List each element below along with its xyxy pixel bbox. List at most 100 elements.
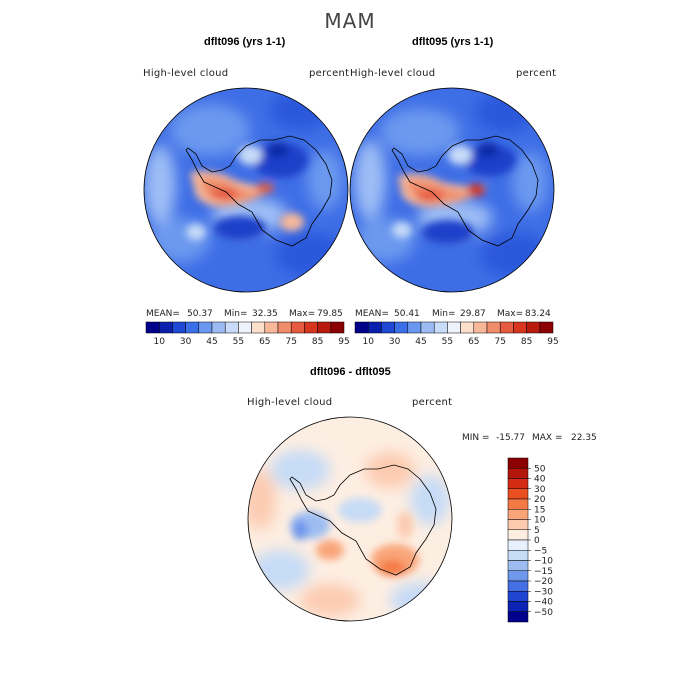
panel3-colorbar-tick: −15 — [534, 567, 553, 577]
panel1-min-label: Min= — [224, 309, 248, 319]
panel1-colorbar-swatch — [304, 321, 318, 334]
panel2-coastline — [391, 135, 539, 247]
panel2-colorbar-swatch — [381, 321, 395, 334]
panel3-max-value: 22.35 — [571, 433, 597, 443]
panel1-colorbar-swatch — [172, 321, 186, 334]
panel3-colorbar-tick: 15 — [534, 505, 545, 515]
panel1-colorbar-swatch — [211, 321, 226, 334]
panel3-colorbar-swatch — [507, 498, 529, 510]
panel3-coastline — [289, 464, 437, 576]
panel2-colorbar-swatch — [447, 321, 461, 334]
panel3-colorbar-swatch — [507, 529, 529, 541]
panel3-variable: High-level cloud — [247, 397, 333, 408]
panel2-colorbar-swatch — [394, 321, 409, 334]
panel3-colorbar-tick: −30 — [534, 587, 553, 597]
panel3-colorbar-swatch — [507, 509, 529, 520]
panel3-colorbar-swatch — [507, 611, 529, 623]
panel2-colorbar-swatch — [539, 321, 554, 334]
panel2-colorbar-tick: 55 — [442, 337, 453, 347]
panel1-mean-value: 50.37 — [187, 309, 213, 319]
panel2-colorbar-tick: 85 — [521, 337, 532, 347]
panel3-colorbar-swatch — [507, 457, 529, 469]
panel1-colorbar-swatch — [251, 321, 266, 334]
panel1-colorbar-swatch — [238, 321, 252, 334]
panel3-colorbar-swatch — [507, 550, 529, 561]
panel2-colorbar-tick: 45 — [415, 337, 426, 347]
panel3-colorbar-swatch — [507, 488, 529, 500]
panel1-colorbar-swatch — [277, 321, 292, 334]
panel2-colorbar-swatch — [433, 321, 448, 334]
panel1-colorbar-swatch — [198, 321, 213, 334]
panel3-title: dflt096 - dflt095 — [310, 366, 391, 378]
panel2-mean-value: 50.41 — [394, 309, 420, 319]
panel3-colorbar-swatch — [507, 601, 529, 612]
panel1-colorbar-swatch — [317, 321, 332, 334]
panel2-title: dflt095 (yrs 1-1) — [412, 36, 494, 48]
panel1-colorbar-tick: 30 — [180, 337, 192, 347]
panel3-max-label: MAX = — [532, 433, 563, 443]
panel2-map — [350, 88, 554, 292]
panel2-max-label: Max= — [497, 309, 524, 319]
panel3-colorbar-tick: −40 — [534, 598, 553, 608]
panel1-title: dflt096 (yrs 1-1) — [204, 36, 286, 48]
panel1-variable: High-level cloud — [143, 68, 229, 79]
panel3-colorbar-tick: −10 — [534, 557, 553, 567]
panel1-max-value: 79.85 — [317, 309, 343, 319]
panel2-colorbar-swatch — [460, 321, 475, 334]
panel3-units: percent — [412, 397, 453, 408]
panel3-colorbar-swatch — [507, 468, 529, 479]
panel1-colorbar-swatch — [158, 321, 173, 334]
panel1-colorbar-tick: 55 — [233, 337, 244, 347]
panel3-min-value: -15.77 — [496, 433, 526, 443]
panel1-max-label: Max= — [289, 309, 316, 319]
panel3-colorbar-swatch — [507, 539, 529, 551]
panel2-colorbar-tick: 65 — [468, 337, 479, 347]
panel1-colorbar-swatch — [145, 321, 160, 334]
panel2-colorbar-swatch — [420, 321, 435, 334]
panel2-min-value: 29.87 — [460, 309, 486, 319]
panel2-colorbar-swatch — [407, 321, 422, 334]
panel3-colorbar-tick: −50 — [534, 608, 553, 618]
panel1-units: percent — [309, 68, 350, 79]
figure-title: MAM — [324, 9, 376, 33]
panel2-units: percent — [516, 68, 557, 79]
panel3-colorbar-swatch — [507, 560, 529, 571]
panel3-colorbar-swatch — [507, 580, 529, 592]
panel2-colorbar-swatch — [354, 321, 369, 334]
panel2-max-value: 83.24 — [525, 309, 551, 319]
panel2-colorbar-tick: 10 — [362, 337, 374, 347]
panel1-colorbar-tick: 10 — [153, 337, 165, 347]
panel2-colorbar-swatch — [526, 321, 541, 334]
panel3-colorbar-swatch — [507, 570, 529, 582]
panel3-colorbar-swatch — [507, 519, 529, 530]
panel3-min-label: MIN = — [462, 433, 490, 443]
panel1-colorbar-swatch — [330, 321, 345, 334]
panel1-colorbar-swatch — [290, 321, 305, 334]
panel3-colorbar-tick: 30 — [534, 485, 546, 495]
panel1-colorbar-tick: 85 — [312, 337, 323, 347]
panel3-colorbar-tick: 20 — [534, 495, 546, 505]
panel3-colorbar-tick: 10 — [534, 516, 546, 526]
panel2-variable: High-level cloud — [350, 68, 436, 79]
panel3-colorbar-swatch — [507, 591, 529, 602]
panel3-colorbar-tick: 5 — [534, 526, 540, 536]
panel1-mean-label: MEAN= — [146, 309, 180, 319]
panel1-coastline — [185, 135, 333, 247]
panel2-colorbar-swatch — [473, 321, 488, 334]
panel3-colorbar-tick: 0 — [534, 536, 540, 546]
panel1-colorbar-swatch — [224, 321, 239, 334]
panel2-colorbar-tick: 30 — [389, 337, 401, 347]
panel3-colorbar-swatch — [507, 478, 529, 489]
panel2-colorbar-swatch — [499, 321, 514, 334]
panel1-colorbar-swatch — [264, 321, 279, 334]
panel2-min-label: Min= — [432, 309, 456, 319]
panel1-min-value: 32.35 — [252, 309, 278, 319]
panel1-colorbar-tick: 95 — [338, 337, 349, 347]
panel1-colorbar-swatch — [185, 321, 200, 334]
panel3-colorbar-tick: −20 — [534, 577, 553, 587]
panel3-colorbar-tick: −5 — [534, 546, 547, 556]
panel1-colorbar-tick: 75 — [285, 337, 296, 347]
panel1-colorbar-tick: 45 — [206, 337, 217, 347]
panel2-colorbar-tick: 75 — [494, 337, 505, 347]
